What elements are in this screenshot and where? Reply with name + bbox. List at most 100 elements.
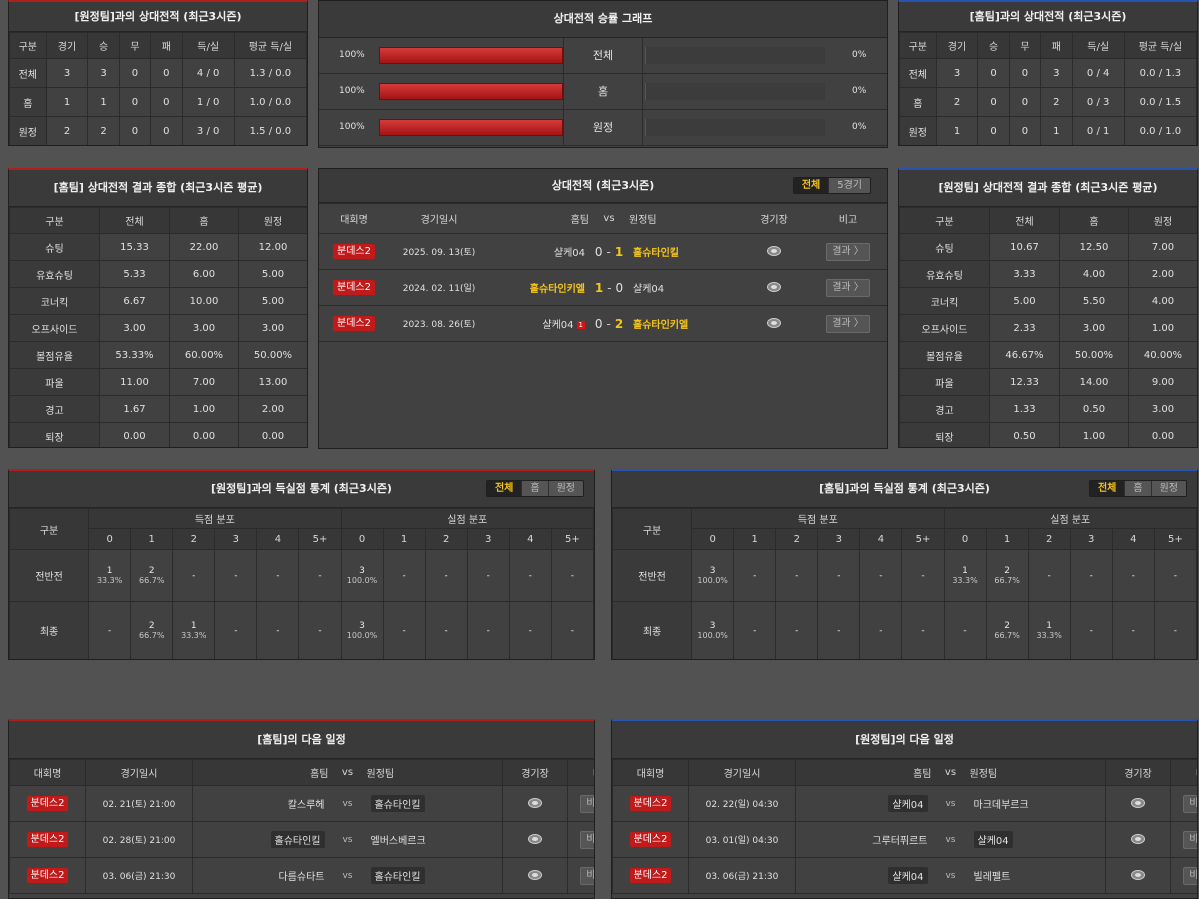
table-cell: 1.00 <box>1128 314 1197 342</box>
tab-home[interactable]: 홈 <box>1124 481 1151 496</box>
compare-button[interactable]: 비교 〉 <box>1183 830 1197 849</box>
stadium-icon[interactable] <box>767 282 781 292</box>
table-cell: 13.00 <box>238 368 307 396</box>
stadium-icon[interactable] <box>528 834 542 844</box>
home-team[interactable]: 그루터퓌르트 <box>872 836 928 847</box>
league-badge[interactable]: 분데스2 <box>629 868 672 883</box>
conceded-cell: - <box>382 601 426 659</box>
compare-button[interactable]: 비교 〉 <box>580 830 594 849</box>
stadium-icon[interactable] <box>767 318 781 328</box>
tab-home[interactable]: 홈 <box>521 481 548 496</box>
stadium-icon[interactable] <box>1131 870 1145 880</box>
table-cell: 0 <box>118 58 152 88</box>
league-badge[interactable]: 분데스2 <box>333 280 375 295</box>
home-team-cell: 홀슈타인키엘 <box>489 269 589 306</box>
league-badge[interactable]: 분데스2 <box>26 832 69 847</box>
away-team[interactable]: 마크데부르크 <box>973 800 1029 811</box>
column-header: 경기일시 <box>688 759 796 786</box>
away-team[interactable]: 빌레펠트 <box>973 872 1011 883</box>
match-date: 2025. 09. 13(토) <box>389 233 489 270</box>
scored-cell: 1 33.3% <box>172 601 216 659</box>
scored-cell: 3 100.0% <box>691 601 735 659</box>
conceded-cell: - <box>1069 549 1113 602</box>
row-label: 유효슈팅 <box>9 260 100 288</box>
away-team[interactable]: 홀슈타인킬 <box>370 795 425 812</box>
home-team[interactable]: 샬케04 <box>888 867 928 884</box>
scored-cell: - <box>256 601 300 659</box>
tab-away[interactable]: 원정 <box>547 481 583 496</box>
column-header: vs <box>931 759 970 786</box>
tab-all[interactable]: 전체 <box>793 178 829 193</box>
away-team[interactable]: 샬케04 <box>973 831 1013 848</box>
panel-title-text: [원정팀]과의 득실점 통계 (최근3시즌) <box>211 482 392 495</box>
away-team[interactable]: 홀슈타인키엘 <box>633 320 689 331</box>
row-label: 전반전 <box>9 549 90 602</box>
home-team[interactable]: 칼스루헤 <box>287 800 325 811</box>
away-team[interactable]: 홀슈타인킬 <box>370 867 425 884</box>
match-row: 분데스2 2024. 02. 11(일) 홀슈타인키엘 1-0 샬케04 결과 〉 <box>319 269 887 306</box>
stadium-icon[interactable] <box>767 246 781 256</box>
count-value: 1 <box>1046 621 1053 631</box>
league-cell: 분데스2 <box>9 785 86 822</box>
compare-button[interactable]: 비교 〉 <box>580 794 594 813</box>
loss-percent: 0% <box>852 122 867 132</box>
away-team[interactable]: 샬케04 <box>633 284 665 295</box>
home-team[interactable]: 홀슈타인키엘 <box>529 284 585 295</box>
home-team[interactable]: 샬케04 <box>888 795 928 812</box>
league-badge[interactable]: 분데스2 <box>629 832 672 847</box>
count-value: - <box>1089 570 1093 581</box>
count-value: - <box>318 570 322 581</box>
count-value: 2 <box>148 566 155 576</box>
league-badge[interactable]: 분데스2 <box>26 868 69 883</box>
home-team[interactable]: 홀슈타인킬 <box>270 831 325 848</box>
table-cell: 2 <box>45 116 89 145</box>
scored-cell: - <box>214 549 258 602</box>
table-row: 볼점유율 53.33% 60.00% 50.00% <box>9 341 307 369</box>
column-header: 무 <box>1008 32 1042 59</box>
goal-count-header: 0 <box>340 528 384 550</box>
percent-value: 66.7% <box>139 631 165 640</box>
count-value: - <box>528 570 532 581</box>
home-team[interactable]: 다름슈타트 <box>278 872 325 883</box>
table-cell: 0 <box>118 116 152 145</box>
league-cell: 분데스2 <box>319 269 389 306</box>
tab-5-games[interactable]: 5경기 <box>828 178 870 193</box>
league-badge[interactable]: 분데스2 <box>333 316 375 331</box>
goal-count-header: 3 <box>1069 528 1113 550</box>
league-badge[interactable]: 분데스2 <box>26 796 69 811</box>
fixture-date: 02. 21(토) 21:00 <box>85 785 193 822</box>
stadium-icon[interactable] <box>528 798 542 808</box>
compare-button[interactable]: 비교 〉 <box>1183 794 1197 813</box>
win-bar-track <box>379 47 563 64</box>
goal-count-header: 0 <box>691 528 735 550</box>
home-team[interactable]: 샬케04 <box>542 320 574 331</box>
league-badge[interactable]: 분데스2 <box>629 796 672 811</box>
column-header: 홈 <box>169 207 239 234</box>
compare-button[interactable]: 비교 〉 <box>580 866 594 885</box>
result-button[interactable]: 결과 〉 <box>826 278 870 297</box>
league-badge[interactable]: 분데스2 <box>333 244 375 259</box>
next-away-table: 대회명경기일시홈팀vs원정팀경기장비고분데스202. 22(일) 04:30샬케… <box>612 759 1197 894</box>
stadium-icon[interactable] <box>1131 834 1145 844</box>
result-button[interactable]: 결과 〉 <box>826 242 870 261</box>
red-card-icon: 1 <box>576 321 585 329</box>
away-team[interactable]: 엘버스베르크 <box>370 836 426 847</box>
table-cell: 1 <box>1040 116 1073 145</box>
tab-all[interactable]: 전체 <box>486 481 522 496</box>
home-team[interactable]: 샬케04 <box>553 248 585 259</box>
table-cell: 2 <box>935 87 979 117</box>
result-button[interactable]: 결과 〉 <box>826 314 870 333</box>
tab-all[interactable]: 전체 <box>1089 481 1125 496</box>
compare-button[interactable]: 비교 〉 <box>1183 866 1197 885</box>
venue-cell <box>502 821 568 858</box>
away-team[interactable]: 홀슈타인킬 <box>633 248 679 259</box>
table-cell: 0 <box>118 87 152 117</box>
home-team-cell: 다름슈타트 <box>192 857 329 894</box>
stadium-icon[interactable] <box>1131 798 1145 808</box>
table-cell: 1 <box>935 116 979 145</box>
next-home-table: 대회명경기일시홈팀vs원정팀경기장비고분데스202. 21(토) 21:00칼스… <box>9 759 594 894</box>
tab-away[interactable]: 원정 <box>1150 481 1186 496</box>
stadium-icon[interactable] <box>528 870 542 880</box>
column-header: 원정팀 <box>629 203 739 234</box>
